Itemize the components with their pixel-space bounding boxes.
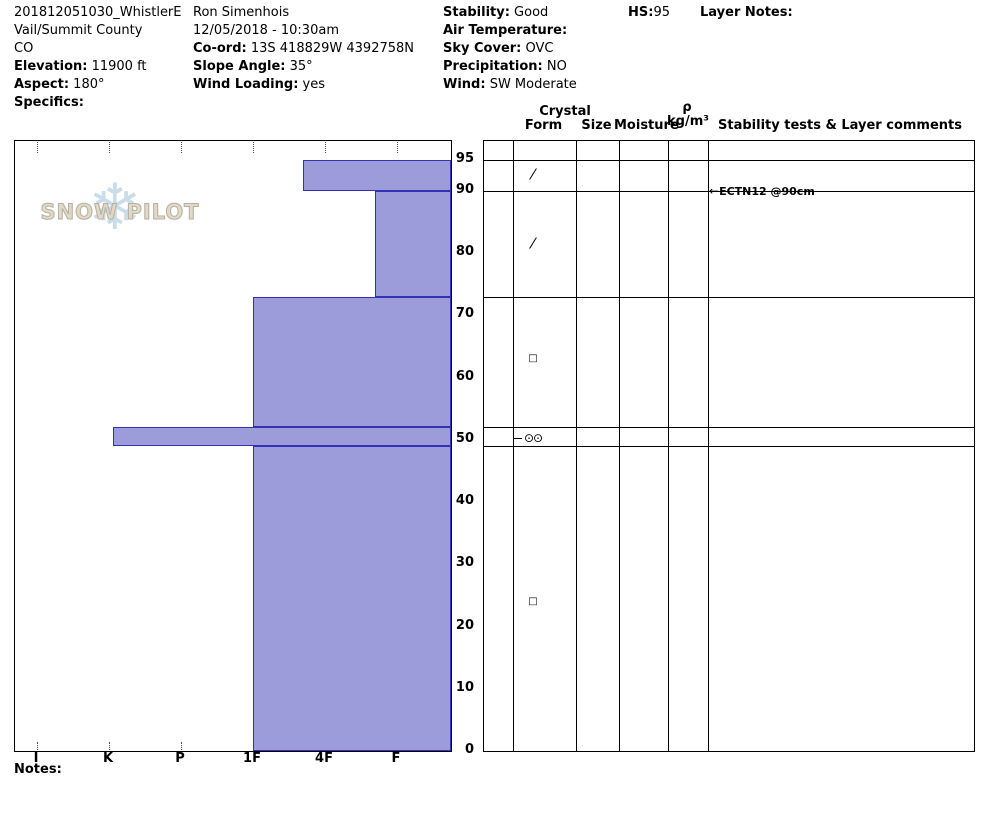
layer-boundary-line [484, 446, 974, 447]
layer-boundary-line [484, 190, 974, 192]
table-header-size: Size [581, 118, 612, 133]
header-line: 201812051030_WhistlerE [14, 5, 182, 20]
melt-forms-icon: ⊙⊙ [523, 430, 543, 445]
table-header-moisture: Moisture [614, 118, 679, 133]
notes-label: Notes: [14, 762, 62, 777]
depth-tick-label: 0 [464, 742, 474, 757]
hardness-tick [397, 142, 398, 153]
header-line: Elevation: 11900 ft [14, 59, 147, 74]
header-line: Ron Simenhois [193, 5, 290, 20]
profile-table: ⁄ ⁄ □ ⊙⊙ □ ←ECTN12 @90cm [483, 140, 975, 752]
hardness-tick [181, 742, 182, 750]
hardness-tick-label: I [33, 751, 39, 766]
depth-tick-label: 30 [455, 555, 474, 571]
layer-boundary-line [484, 427, 974, 429]
depth-tick-label: 60 [455, 368, 474, 384]
hardness-tick [37, 742, 38, 750]
header-col-4: HS:95 [628, 4, 670, 22]
header-line: CO [14, 41, 34, 56]
snow-layer-bar [303, 159, 451, 191]
hardness-tick-label: P [175, 751, 185, 766]
hardness-tick [109, 742, 110, 750]
hardness-tick [253, 142, 254, 153]
table-header-density-units: kg/m³ [667, 114, 709, 129]
header-line: Slope Angle: 35° [193, 59, 313, 74]
hardness-tick [37, 142, 38, 153]
snowflake-icon: ❄ [88, 171, 142, 245]
hardness-tick-label: 1F [243, 751, 261, 766]
header-line: Wind Loading: yes [193, 77, 325, 92]
header-line: Wind: SW Moderate [443, 77, 577, 92]
depth-tick-label: 70 [455, 306, 474, 322]
table-header-form: Form [524, 118, 563, 133]
header-line: Air Temperature: [443, 23, 568, 38]
snow-layer-bar [112, 427, 451, 446]
faceted-crystals-icon: □ [528, 352, 538, 364]
snowpilot-logo: ❄ SNOW PILOT [38, 176, 202, 256]
arrow-left-icon: ← [709, 183, 720, 198]
header-line: HS:95 [628, 5, 670, 20]
faceted-crystals-icon: □ [528, 595, 538, 607]
hardness-tick [109, 142, 110, 153]
depth-tick-label: 80 [455, 244, 474, 260]
depth-tick-label: 50 [455, 430, 474, 446]
depth-tick-label: 90 [455, 181, 474, 197]
table-header-comments: Stability tests & Layer comments [718, 118, 962, 133]
hardness-chart [14, 140, 452, 752]
hardness-tick-label: K [102, 751, 114, 766]
depth-tick-label: 10 [455, 679, 474, 695]
snowpilot-logo-text: SNOW PILOT [40, 200, 200, 225]
header-line: Specifics: [14, 95, 84, 110]
hardness-tick [325, 142, 326, 153]
depth-tick-label: 20 [455, 617, 474, 633]
header-line: Layer Notes: [700, 5, 793, 20]
hardness-tick-label: 4F [315, 751, 333, 766]
header-col-2: Ron Simenhois 12/05/2018 - 10:30am Co-ord:… [193, 4, 414, 94]
header-line: Aspect: 180° [14, 77, 105, 92]
depth-tick-label: 40 [455, 493, 474, 509]
layer-boundary-line [484, 159, 974, 161]
header-col-1: 201812051030_WhistlerE Vail/Summit County… [14, 4, 182, 112]
table-header-crystal: Crystal [539, 104, 591, 119]
header-line: Sky Cover: OVC [443, 41, 554, 56]
hardness-tick [181, 142, 182, 153]
stability-test-annotation: ←ECTN12 @90cm [709, 184, 815, 198]
table-header-density-symbol: ρ [682, 100, 692, 115]
header-line: 12/05/2018 - 10:30am [193, 23, 339, 38]
layer-boundary-line [484, 296, 974, 298]
stability-test-text: ECTN12 @90cm [719, 184, 815, 198]
header-line: Stability: Good [443, 5, 549, 20]
header-col-5: Layer Notes: [700, 4, 793, 22]
hardness-tick-label: F [391, 751, 401, 766]
header-line: Co-ord: 13S 418829W 4392758N [193, 41, 415, 56]
form-column-tick [513, 437, 522, 439]
header-col-3: Stability: Good Air Temperature: Sky Cover… [443, 4, 577, 94]
depth-tick-label: 95 [455, 150, 474, 166]
snow-layer-bar [253, 296, 451, 428]
snow-layer-bar [375, 190, 451, 297]
decomposing-fragments-icon: ⁄ [531, 165, 535, 184]
header-line: Vail/Summit County [14, 23, 143, 38]
decomposing-fragments-icon: ⁄ [531, 234, 535, 253]
header-line: Precipitation: NO [443, 59, 567, 74]
snow-layer-bar [253, 446, 451, 751]
